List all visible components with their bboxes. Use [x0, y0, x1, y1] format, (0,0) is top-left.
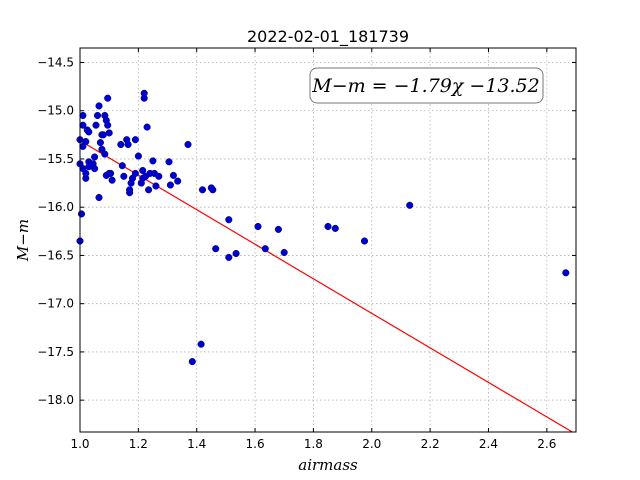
axis-ticks: 1.0 1.2 1.4 1.6 1.8 2.0 2.2 2.4 2.6 −14.5 −15.0 −15…	[37, 48, 576, 451]
x-tick-label: 2.6	[537, 437, 556, 451]
y-axis-label: M−m	[14, 219, 32, 262]
data-point	[360, 237, 369, 245]
data-point	[149, 157, 157, 165]
y-tick-label: −16.5	[37, 248, 74, 262]
data-point	[145, 186, 153, 194]
data-point	[104, 94, 112, 102]
data-point	[101, 150, 109, 158]
x-tick-label: 1.0	[70, 437, 89, 451]
data-point	[155, 172, 163, 180]
data-point	[104, 121, 112, 129]
x-tick-label: 2.2	[421, 437, 440, 451]
y-tick-label: −17.5	[37, 345, 74, 359]
y-tick-label: −15.5	[37, 152, 74, 166]
data-point	[324, 222, 332, 231]
x-tick-label: 1.6	[246, 437, 265, 451]
data-point	[165, 158, 173, 166]
data-point	[225, 253, 233, 261]
data-point	[82, 138, 90, 146]
data-point	[184, 140, 192, 149]
x-tick-label: 2.4	[479, 437, 498, 451]
data-point	[131, 169, 139, 177]
data-point	[105, 129, 113, 137]
plot-frame	[79, 47, 577, 433]
data-point	[562, 269, 570, 277]
data-point	[95, 102, 103, 110]
data-point	[254, 222, 262, 231]
data-point	[143, 123, 151, 131]
data-point	[108, 176, 116, 184]
y-tick-label: −16.0	[37, 200, 74, 214]
data-point	[118, 162, 126, 170]
data-point	[124, 140, 132, 149]
data-point	[174, 177, 182, 185]
data-point	[93, 111, 102, 120]
data-point	[198, 186, 207, 194]
fit-equation: M−m = −1.79χ −13.52	[311, 75, 539, 97]
data-point	[91, 153, 99, 161]
data-point	[92, 121, 100, 129]
data-point	[280, 248, 288, 257]
data-point	[140, 94, 148, 102]
data-point	[166, 181, 174, 189]
y-tick-label: −14.5	[37, 55, 74, 69]
data-point	[209, 186, 217, 194]
fit-line-layer	[79, 140, 573, 433]
y-tick-label: −17.0	[37, 297, 74, 311]
data-point	[274, 225, 282, 233]
x-tick-label: 1.8	[304, 437, 323, 451]
data-point	[117, 140, 125, 149]
data-point	[79, 111, 87, 120]
x-tick-label: 1.4	[187, 437, 206, 451]
data-point	[85, 128, 93, 136]
data-point	[406, 201, 414, 209]
data-point	[77, 210, 86, 218]
data-point	[82, 169, 90, 177]
data-point	[131, 136, 139, 144]
data-point	[107, 169, 115, 177]
data-point	[212, 245, 220, 253]
data-point	[152, 182, 160, 190]
x-axis-label: airmass	[298, 456, 358, 474]
x-tick-label: 1.2	[129, 437, 148, 451]
data-point	[225, 216, 233, 224]
data-point	[91, 165, 99, 173]
data-point	[126, 186, 134, 194]
data-point	[95, 193, 103, 202]
data-point	[139, 166, 147, 175]
chart-title: 2022-02-01_181739	[247, 27, 409, 47]
data-point	[188, 358, 196, 366]
y-tick-label: −18.0	[37, 393, 74, 407]
data-point	[232, 249, 240, 258]
data-points	[76, 89, 570, 366]
data-point	[134, 152, 142, 160]
data-point	[99, 131, 107, 139]
x-tick-label: 2.0	[362, 437, 381, 451]
annotation-box: M−m = −1.79χ −13.52	[309, 67, 544, 104]
data-point	[120, 172, 128, 180]
fit-line	[79, 140, 573, 433]
y-tick-label: −15.0	[37, 104, 74, 118]
grid	[80, 48, 576, 432]
data-point	[331, 224, 339, 232]
data-point	[197, 340, 205, 348]
data-point	[169, 171, 177, 179]
data-point	[261, 245, 269, 253]
data-point	[96, 139, 104, 147]
